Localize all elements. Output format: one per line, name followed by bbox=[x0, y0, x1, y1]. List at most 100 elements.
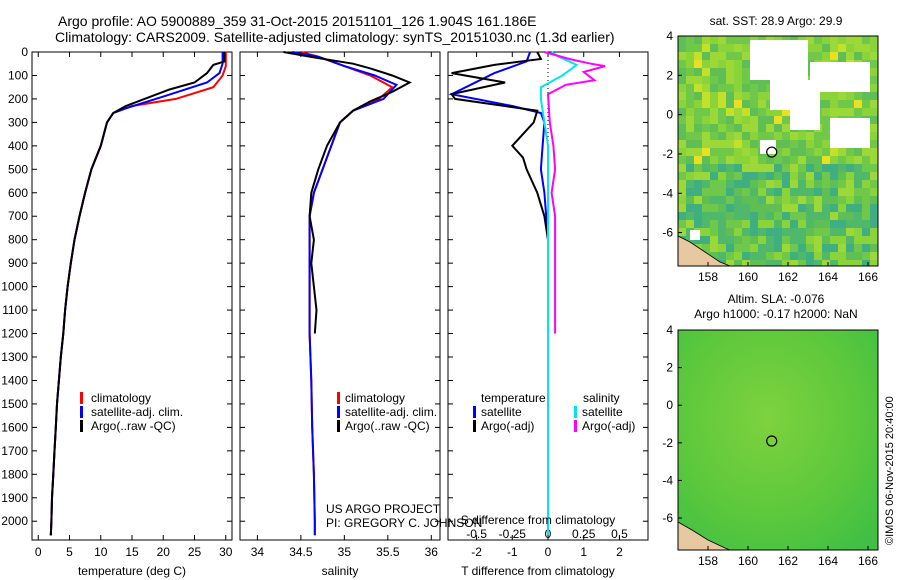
sst-cell bbox=[814, 228, 822, 236]
sst-cell bbox=[822, 252, 830, 260]
sst-cell bbox=[710, 252, 718, 260]
sst-cell bbox=[774, 172, 782, 180]
sst-cell bbox=[694, 156, 702, 164]
sst-cell bbox=[838, 44, 846, 52]
sst-cell bbox=[678, 108, 686, 116]
salinity-xlabel: salinity bbox=[322, 564, 359, 578]
sst-cell bbox=[814, 244, 822, 252]
sst-cell bbox=[830, 52, 838, 60]
sst-cell bbox=[870, 140, 878, 148]
sst-cell bbox=[814, 236, 822, 244]
sst-cell bbox=[678, 44, 686, 52]
sst-cell bbox=[678, 116, 686, 124]
sst-cell bbox=[718, 164, 726, 172]
sst-cell bbox=[742, 60, 750, 68]
sst-cell bbox=[718, 132, 726, 140]
sst-cell bbox=[798, 164, 806, 172]
sst-cell bbox=[870, 124, 878, 132]
sst-cell bbox=[702, 140, 710, 148]
sst-cell bbox=[726, 140, 734, 148]
sst-cell bbox=[710, 196, 718, 204]
x-tick-label: 0 bbox=[35, 545, 42, 559]
sst-cell bbox=[742, 244, 750, 252]
sst-cell bbox=[830, 100, 838, 108]
sst-cell bbox=[814, 260, 822, 266]
sst-cell bbox=[710, 84, 718, 92]
sst-cell bbox=[694, 92, 702, 100]
sst-cell bbox=[830, 180, 838, 188]
sst-cell bbox=[750, 148, 758, 156]
legend-title-salinity: salinity bbox=[583, 391, 620, 405]
sst-cell bbox=[734, 236, 742, 244]
sst-cell bbox=[678, 156, 686, 164]
sst-cell bbox=[846, 228, 854, 236]
sst-cell bbox=[822, 108, 830, 116]
sst-cell bbox=[694, 164, 702, 172]
sst-cell bbox=[750, 252, 758, 260]
sst-cell bbox=[750, 188, 758, 196]
y-tick-label: 1200 bbox=[1, 327, 28, 341]
y-tick-label: 1900 bbox=[1, 491, 28, 505]
sst-cell bbox=[870, 68, 878, 76]
sst-cell bbox=[742, 252, 750, 260]
sst-cell bbox=[758, 108, 766, 116]
sst-cell bbox=[734, 228, 742, 236]
sst-cell bbox=[686, 44, 694, 52]
sst-cell bbox=[798, 260, 806, 266]
sst-cell bbox=[822, 92, 830, 100]
sst-cell bbox=[750, 220, 758, 228]
sst-cell bbox=[838, 92, 846, 100]
legend-swatch-climatology bbox=[337, 392, 340, 404]
sst-cell bbox=[798, 196, 806, 204]
sst-cell bbox=[830, 108, 838, 116]
sst-cell bbox=[766, 236, 774, 244]
legend-swatch-s-satellite bbox=[574, 406, 577, 418]
sst-cell bbox=[742, 148, 750, 156]
sst-cell bbox=[686, 68, 694, 76]
sst-cell bbox=[846, 212, 854, 220]
sst-cell bbox=[790, 172, 798, 180]
sst-cell bbox=[694, 180, 702, 188]
sst-cell bbox=[862, 36, 870, 44]
sst-cell bbox=[742, 44, 750, 52]
sst-cell bbox=[822, 44, 830, 52]
sst-cell bbox=[846, 188, 854, 196]
sst-cell bbox=[742, 164, 750, 172]
sst-cell bbox=[726, 148, 734, 156]
sst-cell bbox=[774, 140, 782, 148]
sst-cell bbox=[854, 36, 862, 44]
sst-cell bbox=[710, 236, 718, 244]
sst-cell bbox=[822, 236, 830, 244]
sst-cell bbox=[798, 180, 806, 188]
sst-cell bbox=[734, 212, 742, 220]
sst-cell bbox=[710, 140, 718, 148]
sst-cell bbox=[798, 172, 806, 180]
sst-cell bbox=[726, 220, 734, 228]
y-tick-label: 700 bbox=[8, 209, 28, 223]
sst-cell bbox=[854, 156, 862, 164]
sst-cell bbox=[838, 236, 846, 244]
sst-cell bbox=[750, 140, 758, 148]
series-line-satellite bbox=[49, 52, 224, 536]
sst-cell bbox=[694, 188, 702, 196]
sst-cell bbox=[718, 228, 726, 236]
sst-cell bbox=[718, 172, 726, 180]
sst-cell bbox=[702, 84, 710, 92]
map-y-tick-label: -4 bbox=[662, 186, 673, 200]
sst-cell bbox=[718, 52, 726, 60]
sst-cell bbox=[870, 188, 878, 196]
sst-cell bbox=[694, 132, 702, 140]
sst-cell bbox=[758, 124, 766, 132]
sst-cell bbox=[718, 116, 726, 124]
sst-cell bbox=[702, 204, 710, 212]
sst-cell bbox=[838, 212, 846, 220]
sst-cell bbox=[870, 260, 878, 266]
sst-cell bbox=[870, 76, 878, 84]
sst-cell bbox=[702, 220, 710, 228]
x-tick-label: 25 bbox=[188, 545, 202, 559]
sst-cell bbox=[710, 92, 718, 100]
legend-label-s-argo: Argo(-adj) bbox=[582, 419, 635, 433]
sst-cell bbox=[814, 188, 822, 196]
sst-cell bbox=[678, 100, 686, 108]
sst-cell bbox=[846, 260, 854, 266]
